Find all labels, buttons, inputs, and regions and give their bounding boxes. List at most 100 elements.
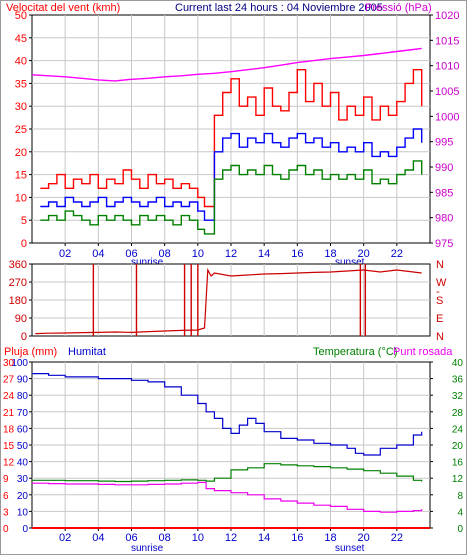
- wind-speed-title: Velocitat del vent (kmh): [6, 2, 120, 14]
- temperature-tick-label: 28: [452, 408, 464, 419]
- wind-x-tick-label: 14: [258, 248, 270, 260]
- climate-x-tick-label: 18: [324, 532, 336, 544]
- humidity-tick-label: 60: [17, 424, 29, 435]
- humidity-tick-label: 50: [17, 441, 29, 452]
- wind-left-tick-label: 0: [21, 238, 27, 250]
- rain-tick-label: 18: [3, 424, 15, 435]
- direction-left-tick-label: 360: [9, 259, 27, 271]
- wind-series: [31, 47, 423, 235]
- climate-series-line: [32, 481, 423, 513]
- climate-x-tick-label: 22: [391, 532, 403, 544]
- humidity-tick-label: 30: [17, 474, 29, 485]
- humidity-tick-label: 40: [17, 458, 29, 469]
- climate-series-line: [32, 463, 423, 483]
- humidity-tick-label: 10: [17, 507, 29, 518]
- direction-series-line: [35, 267, 422, 335]
- wind-x-tick-label: 02: [59, 248, 71, 260]
- wind-sunrise-label: sunrise: [131, 257, 164, 268]
- rain-tick-label: 24: [3, 391, 15, 402]
- wind-right-tick-label: 1005: [435, 86, 459, 98]
- direction-right-tick-label: N: [436, 259, 444, 271]
- wind-x-tick-label: 20: [358, 248, 370, 260]
- wind-axes: 0510152025303540455097598098599099510001…: [15, 10, 460, 260]
- direction-left-tick-label: 180: [9, 295, 27, 307]
- wind-x-tick-label: 10: [192, 248, 204, 260]
- chart-title: Current last 24 hours : 04 Noviembre 200…: [175, 2, 383, 14]
- wind-left-tick-label: 50: [15, 10, 27, 22]
- wind-left-tick-label: 35: [15, 78, 27, 90]
- direction-left-tick-label: 90: [15, 313, 27, 325]
- wind-right-tick-label: 985: [435, 187, 453, 199]
- direction-right-tick-label: S: [436, 295, 443, 307]
- rain-tick-label: 3: [3, 507, 9, 518]
- temperature-tick-label: 40: [452, 358, 464, 369]
- wind-right-tick-label: 995: [435, 137, 453, 149]
- direction-right-tick-label: W: [436, 277, 447, 289]
- pressure-title: Pressió (hPa): [365, 2, 432, 14]
- humidity-tick-label: 80: [17, 391, 29, 402]
- temperature-tick-label: 0: [457, 524, 463, 535]
- wind-left-tick-label: 40: [15, 56, 27, 68]
- humidity-title: Humitat: [68, 346, 106, 358]
- direction-series: [35, 264, 422, 336]
- humidity-tick-label: 20: [17, 491, 29, 502]
- wind-left-tick-label: 20: [15, 147, 27, 159]
- wind-right-tick-label: 980: [435, 213, 453, 225]
- climate-x-tick-label: 12: [225, 532, 237, 544]
- humidity-tick-label: 70: [17, 408, 29, 419]
- wind-left-tick-label: 5: [21, 215, 27, 227]
- temperature-title: Temperatura (°C): [313, 346, 397, 358]
- direction-right-tick-label: N: [436, 331, 444, 343]
- wind-right-tick-label: 990: [435, 162, 453, 174]
- wind-sunset-label: sunset: [335, 257, 365, 268]
- wind-x-tick-label: 16: [291, 248, 303, 260]
- wind-left-tick-label: 45: [15, 33, 27, 45]
- wind-right-tick-label: 1015: [435, 35, 459, 47]
- wind-left-tick-label: 30: [15, 101, 27, 113]
- climate-x-tick-label: 02: [59, 532, 71, 544]
- wind-series-line: [31, 47, 422, 82]
- wind-x-tick-label: 06: [125, 248, 137, 260]
- wind-x-tick-label: 22: [391, 248, 403, 260]
- rain-tick-label: 30: [3, 358, 15, 369]
- wind-x-tick-label: 08: [159, 248, 171, 260]
- temperature-tick-label: 24: [452, 424, 464, 435]
- wind-x-tick-label: 18: [324, 248, 336, 260]
- wind-left-tick-label: 15: [15, 170, 27, 182]
- direction-left-tick-label: 0: [21, 331, 27, 343]
- climate-x-tick-label: 04: [92, 532, 104, 544]
- temperature-tick-label: 4: [457, 507, 463, 518]
- rain-tick-label: 21: [3, 408, 15, 419]
- rain-tick-label: 0: [3, 524, 9, 535]
- rain-title: Pluja (mm): [4, 346, 57, 358]
- wind-right-tick-label: 1020: [435, 10, 459, 22]
- wind-series-line: [40, 69, 423, 208]
- rain-tick-label: 12: [3, 458, 15, 469]
- climate-sunset-label: sunset: [335, 543, 365, 554]
- humidity-tick-label: 0: [22, 524, 28, 535]
- dewpoint-title: Punt rosada: [393, 346, 453, 358]
- temperature-tick-label: 32: [452, 391, 464, 402]
- climate-x-tick-label: 16: [291, 532, 303, 544]
- direction-right-tick-label: E: [436, 313, 443, 325]
- temperature-tick-label: 12: [452, 474, 464, 485]
- climate-axes: 0102030405060708090100036912151821242730…: [3, 358, 463, 544]
- rain-tick-label: 6: [3, 491, 9, 502]
- wind-series-line: [40, 160, 423, 235]
- direction-right-tick-label: -: [436, 286, 440, 298]
- direction-left-tick-label: 270: [9, 277, 27, 289]
- humidity-tick-label: 100: [11, 358, 28, 369]
- wind-right-tick-label: 1010: [435, 61, 459, 73]
- temperature-tick-label: 8: [457, 491, 463, 502]
- climate-x-tick-label: 08: [159, 532, 171, 544]
- climate-x-tick-label: 06: [125, 532, 137, 544]
- climate-x-tick-label: 10: [192, 532, 204, 544]
- wind-x-tick-label: 04: [92, 248, 104, 260]
- wind-left-tick-label: 10: [15, 192, 27, 204]
- climate-sunrise-label: sunrise: [131, 543, 164, 554]
- wind-series-line: [40, 128, 423, 221]
- wind-right-tick-label: 1000: [435, 111, 459, 123]
